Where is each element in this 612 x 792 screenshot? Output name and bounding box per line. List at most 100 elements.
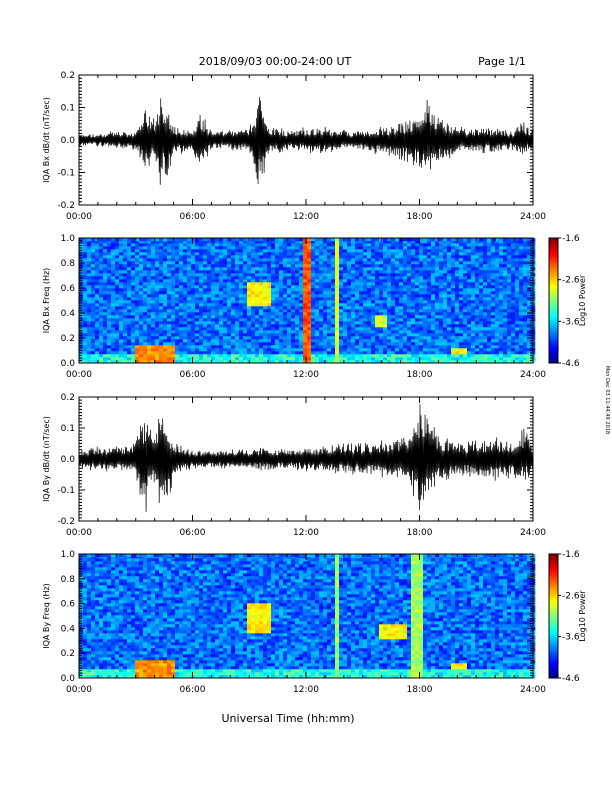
spectrogram-cell (523, 333, 528, 337)
spectrogram-cell (167, 252, 172, 256)
spectrogram-cell (199, 258, 204, 262)
spectrogram-cell (187, 249, 192, 253)
spectrogram-cell (107, 261, 112, 265)
spectrogram-cell (503, 312, 508, 316)
spectrogram-cell (179, 303, 184, 307)
spectrogram-cell (87, 255, 92, 259)
spectrogram-cell (179, 336, 184, 340)
spectrogram-cell (151, 285, 156, 289)
spectrogram-cell (431, 309, 436, 313)
spectrogram-cell (135, 258, 140, 262)
spectrogram-cell (239, 276, 244, 280)
spectrogram-cell (203, 291, 208, 295)
spectrogram-cell (179, 285, 184, 289)
spectrogram-cell (115, 351, 120, 355)
spectrogram-cell (159, 309, 164, 313)
spectrogram-cell (475, 339, 480, 343)
spectrogram-cell (103, 258, 108, 262)
spectrogram-cell (387, 315, 392, 319)
spectrogram-cell (395, 303, 400, 307)
spectrogram-cell (379, 249, 384, 253)
spectrogram-cell (271, 360, 276, 364)
spectrogram-cell (215, 306, 220, 310)
spectrogram-cell (291, 252, 296, 256)
spectrogram-cell (347, 342, 352, 346)
spectrogram-cell (183, 297, 188, 301)
spectrogram-cell (131, 291, 136, 295)
spectrogram-cell (91, 303, 96, 307)
spectrogram-cell (467, 255, 472, 259)
spectrogram-cell (491, 246, 496, 250)
spectrogram-cell (199, 336, 204, 340)
spectrogram-cell (375, 288, 380, 292)
spectrogram-cell (151, 255, 156, 259)
spectrogram-cell (295, 348, 300, 352)
spectrogram-cell (331, 270, 336, 274)
spectrogram-cell (427, 261, 432, 265)
spectrogram-cell (399, 300, 404, 304)
spectrogram-cell (259, 238, 264, 242)
spectrogram-cell (155, 339, 160, 343)
spectrogram-cell (159, 312, 164, 316)
spectrogram-cell (231, 252, 236, 256)
spectrogram-cell (311, 303, 316, 307)
spectrogram-cell (419, 279, 424, 283)
spectrogram-cell (107, 345, 112, 349)
spectrogram-cell (399, 333, 404, 337)
spectrogram-cell (243, 318, 248, 322)
spectrogram-cell (295, 345, 300, 349)
spectrogram-cell (351, 285, 356, 289)
spectrogram-cell (347, 261, 352, 265)
spectrogram-cell (287, 276, 292, 280)
spectrogram-cell (483, 294, 488, 298)
spectrogram-cell (143, 327, 148, 331)
spectrogram-cell (123, 342, 128, 346)
spectrogram-cell (319, 252, 324, 256)
spectrogram-cell (363, 264, 368, 268)
spectrogram-cell (83, 246, 88, 250)
spectrogram-cell (127, 306, 132, 310)
spectrogram-cell (147, 291, 152, 295)
spectrogram-cell (247, 342, 252, 346)
spectrogram-cell (291, 246, 296, 250)
spectrogram-cell (215, 309, 220, 313)
spectrogram-cell (267, 249, 272, 253)
spectrogram-cell (107, 291, 112, 295)
spectrogram-cell (95, 312, 100, 316)
spectrogram-cell (303, 339, 308, 343)
spectrogram-cell (175, 342, 180, 346)
spectrogram-cell (275, 285, 280, 289)
spectrogram-cell (239, 309, 244, 313)
spectrogram-cell (459, 321, 464, 325)
spectrogram-cell (467, 345, 472, 349)
spectrogram-cell (107, 357, 112, 361)
spectrogram-cell (523, 243, 528, 247)
spectrogram-cell (215, 342, 220, 346)
spectrogram-cell (519, 243, 524, 247)
spectrogram-cell (335, 255, 340, 259)
spectrogram-cell (323, 339, 328, 343)
spectrogram-cell (171, 354, 176, 358)
spectrogram-cell (287, 312, 292, 316)
spectrogram-cell (291, 258, 296, 262)
spectrogram-cell (187, 238, 192, 242)
spectrogram-cell (427, 267, 432, 271)
spectrogram-cell (103, 288, 108, 292)
spectrogram-cell (103, 336, 108, 340)
spectrogram-cell (419, 261, 424, 265)
spectrogram-cell (131, 345, 136, 349)
spectrogram-cell (115, 255, 120, 259)
spectrogram-cell (235, 327, 240, 331)
spectrogram-cell (191, 255, 196, 259)
spectrogram-cell (471, 300, 476, 304)
spectrogram-cell (371, 312, 376, 316)
spectrogram-cell (307, 327, 312, 331)
spectrogram-cell (515, 261, 520, 265)
spectrogram-cell (175, 240, 180, 244)
spectrogram-cell (231, 348, 236, 352)
spectrogram-cell (151, 294, 156, 298)
spectrogram-cell (419, 282, 424, 286)
spectrogram-cell (235, 294, 240, 298)
spectrogram-cell (239, 238, 244, 242)
spectrogram-cell (83, 273, 88, 277)
